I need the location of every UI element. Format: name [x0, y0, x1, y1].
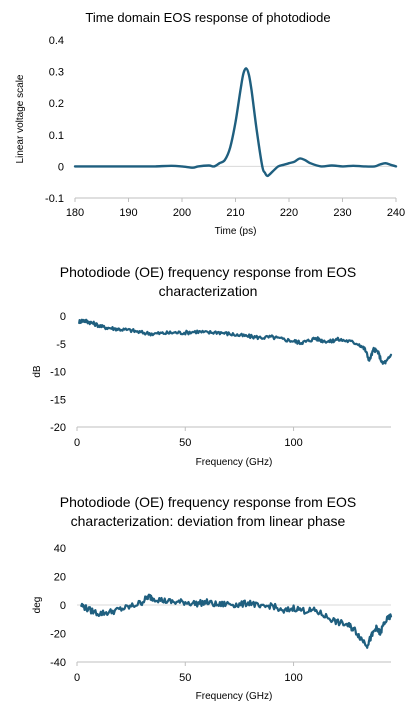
y-tick-label: 0	[60, 600, 66, 612]
chart-title: Time domain EOS response of photodiode	[85, 10, 330, 25]
y-tick-label: 40	[54, 543, 66, 555]
x-tick-label: 50	[179, 437, 191, 449]
y-tick-label: -5	[56, 339, 66, 351]
series-line	[80, 593, 393, 649]
y-tick-label: 0	[58, 161, 64, 173]
x-axis-label: Frequency (GHz)	[196, 691, 273, 702]
y-tick-label: -0.1	[45, 193, 64, 205]
y-axis-label: dB	[32, 365, 43, 378]
x-tick-label: 190	[119, 207, 137, 219]
y-tick-label: -10	[50, 367, 66, 379]
y-tick-label: 0	[60, 311, 66, 323]
x-axis-label: Frequency (GHz)	[196, 457, 273, 468]
x-tick-label: 180	[66, 207, 84, 219]
y-tick-label: -20	[50, 629, 66, 641]
y-tick-label: -15	[50, 394, 66, 406]
x-tick-label: 100	[284, 672, 302, 684]
chart-title: characterization	[159, 283, 258, 299]
y-axis-label: Linear voltage scale	[15, 74, 26, 163]
chart-title: characterization: deviation from linear …	[71, 513, 346, 529]
chart-title: Photodiode (OE) frequency response from …	[60, 494, 356, 510]
y-tick-label: 20	[54, 572, 66, 584]
y-tick-label: -40	[50, 657, 66, 669]
phase-deviation-chart: Photodiode (OE) frequency response from …	[0, 480, 417, 710]
x-tick-label: 100	[284, 437, 302, 449]
y-tick-label: -20	[50, 422, 66, 434]
y-tick-label: 0.3	[49, 67, 64, 79]
x-axis-label: Time (ps)	[215, 226, 257, 237]
x-tick-label: 230	[333, 207, 351, 219]
y-tick-label: 0.4	[49, 35, 64, 47]
x-tick-label: 200	[173, 207, 191, 219]
x-tick-label: 210	[226, 207, 244, 219]
chart-title: Photodiode (OE) frequency response from …	[60, 264, 356, 280]
x-tick-label: 240	[387, 207, 405, 219]
x-tick-label: 50	[179, 672, 191, 684]
y-tick-label: 0.2	[49, 98, 64, 110]
series-line	[73, 67, 398, 178]
x-tick-label: 0	[74, 437, 80, 449]
y-tick-label: 0.1	[49, 130, 64, 142]
frequency-response-svg: Photodiode (OE) frequency response from …	[32, 264, 393, 468]
x-tick-label: 220	[280, 207, 298, 219]
time-domain-chart: Time domain EOS response of photodiode 18…	[0, 0, 417, 240]
frequency-response-chart: Photodiode (OE) frequency response from …	[0, 240, 417, 480]
x-tick-label: 0	[74, 672, 80, 684]
y-axis-label: deg	[32, 597, 43, 614]
series-line	[78, 318, 393, 365]
phase-deviation-svg: Photodiode (OE) frequency response from …	[32, 494, 393, 702]
time-domain-svg: Time domain EOS response of photodiode 18…	[15, 10, 405, 237]
